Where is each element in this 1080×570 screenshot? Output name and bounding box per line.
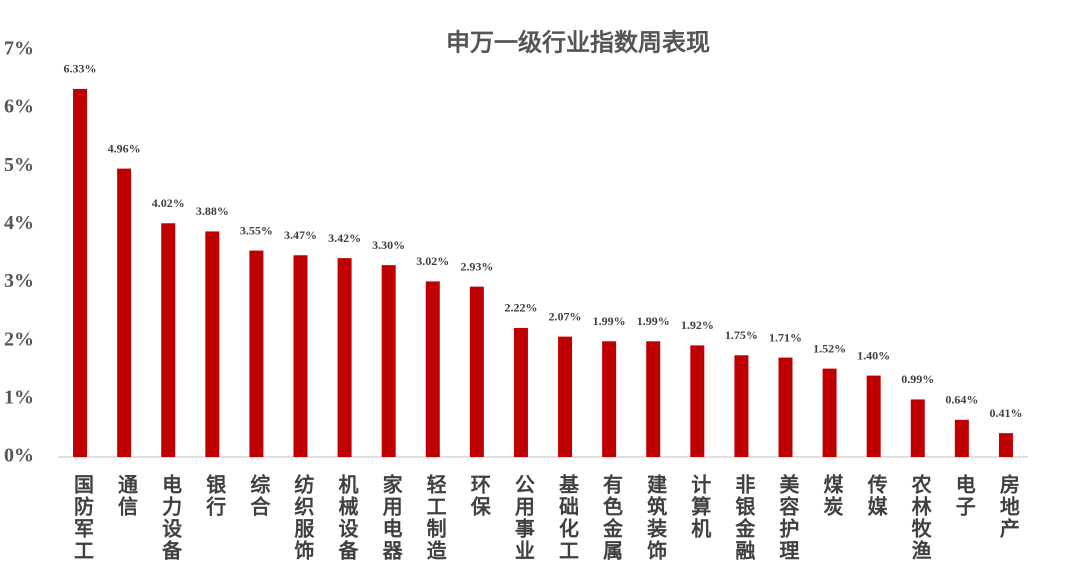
- x-tick-label: 非银金融: [732, 474, 756, 562]
- bar: [117, 168, 132, 457]
- x-tick-label: 基础化工: [555, 474, 578, 562]
- bar: [954, 419, 969, 457]
- value-label: 0.41%: [989, 406, 1022, 420]
- value-label: 1.99%: [593, 314, 626, 328]
- x-tick-label: 通信: [115, 474, 138, 518]
- bar: [513, 327, 528, 457]
- x-tick-label: 综合: [247, 473, 270, 518]
- x-tick-label: 国防军工: [70, 474, 93, 562]
- x-tick-label: 美容护理: [776, 473, 799, 562]
- bar: [910, 399, 925, 457]
- value-label: 3.02%: [416, 254, 449, 268]
- bar: [734, 355, 749, 457]
- x-tick-label: 纺织服饰: [291, 473, 314, 562]
- bar: [73, 88, 88, 457]
- bar: [249, 250, 264, 457]
- x-tick-label: 环保: [467, 474, 491, 518]
- y-tick-label: 7%: [4, 38, 34, 60]
- value-label: 0.99%: [901, 372, 934, 386]
- value-label: 3.42%: [328, 231, 361, 245]
- x-tick-label: 家用电器: [379, 473, 403, 562]
- y-tick-label: 5%: [4, 154, 34, 176]
- value-label: 1.92%: [681, 318, 714, 332]
- bar: [161, 223, 176, 457]
- bar: [469, 286, 484, 457]
- bar: [205, 231, 220, 457]
- bar: [646, 341, 661, 457]
- bar: [558, 336, 573, 457]
- value-label: 2.93%: [460, 259, 493, 273]
- bar: [337, 258, 352, 457]
- value-label: 1.71%: [769, 330, 802, 344]
- value-label: 2.22%: [504, 301, 537, 315]
- y-tick-label: 3%: [4, 270, 34, 292]
- bar: [998, 433, 1013, 457]
- x-tick-label: 计算机: [688, 474, 711, 540]
- value-label: 6.33%: [64, 62, 97, 76]
- bar: [381, 265, 396, 457]
- value-label: 2.07%: [549, 309, 582, 323]
- x-tick-label: 农林牧渔: [908, 473, 932, 562]
- bar: [602, 341, 617, 457]
- value-label: 1.75%: [725, 328, 758, 342]
- x-tick-label: 房地产: [996, 473, 1019, 540]
- x-tick-label: 传媒: [864, 474, 888, 518]
- x-tick-label: 煤炭: [820, 474, 843, 518]
- bar: [293, 255, 308, 457]
- value-label: 4.02%: [152, 196, 185, 210]
- value-label: 1.52%: [813, 341, 846, 355]
- value-label: 3.88%: [196, 204, 229, 218]
- value-label: 0.64%: [945, 393, 978, 407]
- x-tick-label: 公用事业: [511, 474, 534, 562]
- y-tick-label: 6%: [4, 96, 34, 118]
- bar: [866, 375, 881, 457]
- value-label: 4.96%: [108, 141, 141, 155]
- bar: [778, 357, 793, 457]
- y-tick-label: 2%: [4, 328, 34, 350]
- value-label: 3.30%: [372, 238, 405, 252]
- x-tick-label: 建筑装饰: [644, 473, 668, 562]
- value-label: 3.55%: [240, 223, 273, 237]
- y-tick-label: 1%: [4, 386, 34, 408]
- bar: [425, 281, 440, 457]
- x-tick-label: 轻工制造: [423, 473, 446, 562]
- value-label: 3.47%: [284, 228, 317, 242]
- chart-title: 申万一级行业指数周表现: [446, 29, 710, 57]
- y-tick-label: 4%: [4, 212, 34, 234]
- x-tick-label: 有色金属: [600, 473, 624, 562]
- x-tick-label: 电力设备: [159, 474, 183, 562]
- x-tick-label: 电子: [952, 474, 975, 518]
- y-tick-label: 0%: [4, 445, 34, 467]
- x-tick-label: 银行: [203, 473, 227, 518]
- x-tick-label: 机械设备: [335, 473, 359, 562]
- value-label: 1.99%: [637, 314, 670, 328]
- bar: [822, 368, 837, 457]
- bar: [690, 345, 705, 457]
- value-label: 1.40%: [857, 348, 890, 362]
